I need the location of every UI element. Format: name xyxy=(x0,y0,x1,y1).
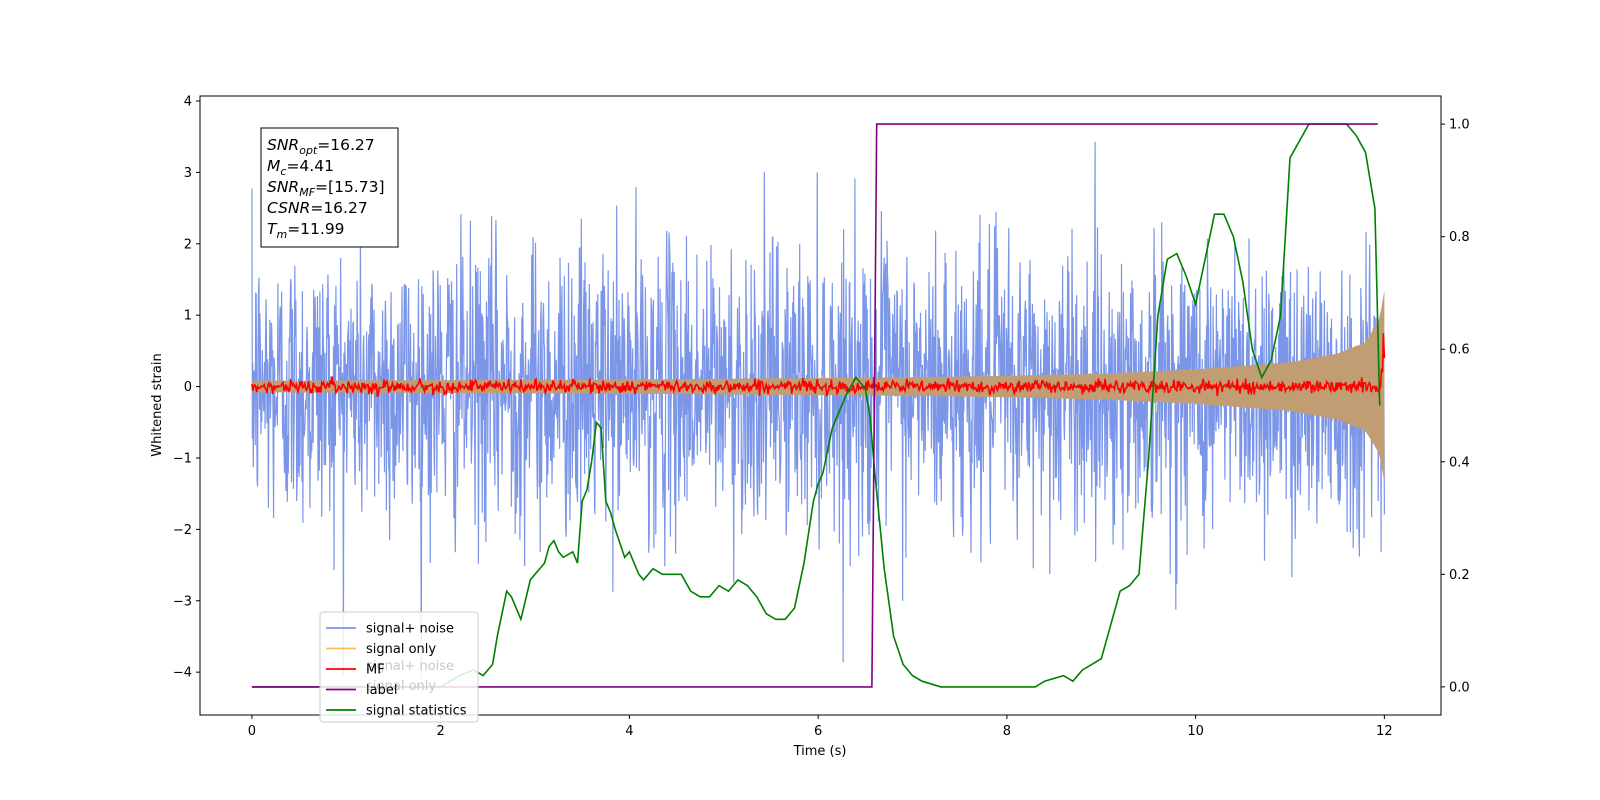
axes-frame xyxy=(199,95,1442,716)
label-series xyxy=(251,123,1378,688)
y-right-tick-label: 0.0 xyxy=(1449,680,1470,695)
y-right-tick-label: 0.4 xyxy=(1449,455,1470,470)
legend-entry-label: signal only xyxy=(366,642,436,657)
y-right-tick-label: 0.2 xyxy=(1449,568,1470,583)
legend-ghost-text: signal+ noise xyxy=(366,659,454,674)
mf-series xyxy=(251,332,1386,398)
annotation-line: CSNR=16.27 xyxy=(267,199,368,217)
y-left-tick-label: −4 xyxy=(173,666,192,681)
y-axis-label: Whitened strain xyxy=(150,353,165,456)
legend-entry-label: label xyxy=(366,683,397,698)
signal-statistics-line xyxy=(251,123,1381,688)
signal-only-envelope xyxy=(251,290,1385,483)
y-left-tick-label: −3 xyxy=(173,594,192,609)
legend-frame xyxy=(319,611,479,723)
legend-entry-label: signal+ noise xyxy=(366,622,454,637)
legend-ghost-text: signal only xyxy=(366,679,436,694)
x-tick-label: 8 xyxy=(1003,724,1011,739)
x-tick-label: 12 xyxy=(1376,724,1393,739)
y-left-tick-label: −2 xyxy=(173,523,192,538)
x-axis-ticks: 0 2 4 6 8 10 12 xyxy=(248,715,1393,739)
legend-entry-label: MF xyxy=(366,663,385,678)
y-left-tick-label: 2 xyxy=(184,237,192,252)
annotation-line: Tm=11.99 xyxy=(267,220,345,241)
x-tick-label: 4 xyxy=(625,724,633,739)
x-tick-label: 2 xyxy=(437,724,445,739)
y-right-tick-label: 0.8 xyxy=(1449,230,1470,245)
x-tick-label: 10 xyxy=(1187,724,1204,739)
annotation-box: SNRopt=16.27Mc=4.41SNRMF=[15.73]CSNR=16.… xyxy=(260,127,399,248)
x-axis-label: Time (s) xyxy=(793,744,847,759)
mf-line xyxy=(251,332,1386,398)
annotation-frame xyxy=(260,127,399,248)
y-right-tick-label: 1.0 xyxy=(1449,118,1470,133)
label-line xyxy=(251,123,1378,688)
y-right-tick-label: 0.6 xyxy=(1449,343,1470,358)
annotation-line: SNRopt=16.27 xyxy=(267,136,375,157)
signal-noise-series xyxy=(251,141,1385,680)
annotation-line: Mc=4.41 xyxy=(267,157,334,178)
y-left-tick-label: 1 xyxy=(184,309,192,324)
y-left-tick-label: 3 xyxy=(184,166,192,181)
legend-entry-label: signal statistics xyxy=(366,704,467,719)
signal-noise-line xyxy=(251,141,1385,680)
legend: signal+ noise signal only signal+ noise sig… xyxy=(319,611,479,723)
y-axis-left-ticks: −4 −3 −2 −1 0 1 2 3 4 xyxy=(173,94,200,681)
x-tick-label: 0 xyxy=(248,724,256,739)
y-left-tick-label: 0 xyxy=(184,380,192,395)
signal-statistics-series xyxy=(251,123,1381,688)
signal-only-series xyxy=(251,290,1385,483)
annotation-line: SNRMF=[15.73] xyxy=(267,178,385,199)
y-left-tick-label: 4 xyxy=(184,94,192,109)
y-axis-right-ticks: 0.0 0.2 0.4 0.6 0.8 1.0 xyxy=(1441,118,1470,695)
x-tick-label: 6 xyxy=(814,724,822,739)
y-left-tick-label: −1 xyxy=(173,451,192,466)
